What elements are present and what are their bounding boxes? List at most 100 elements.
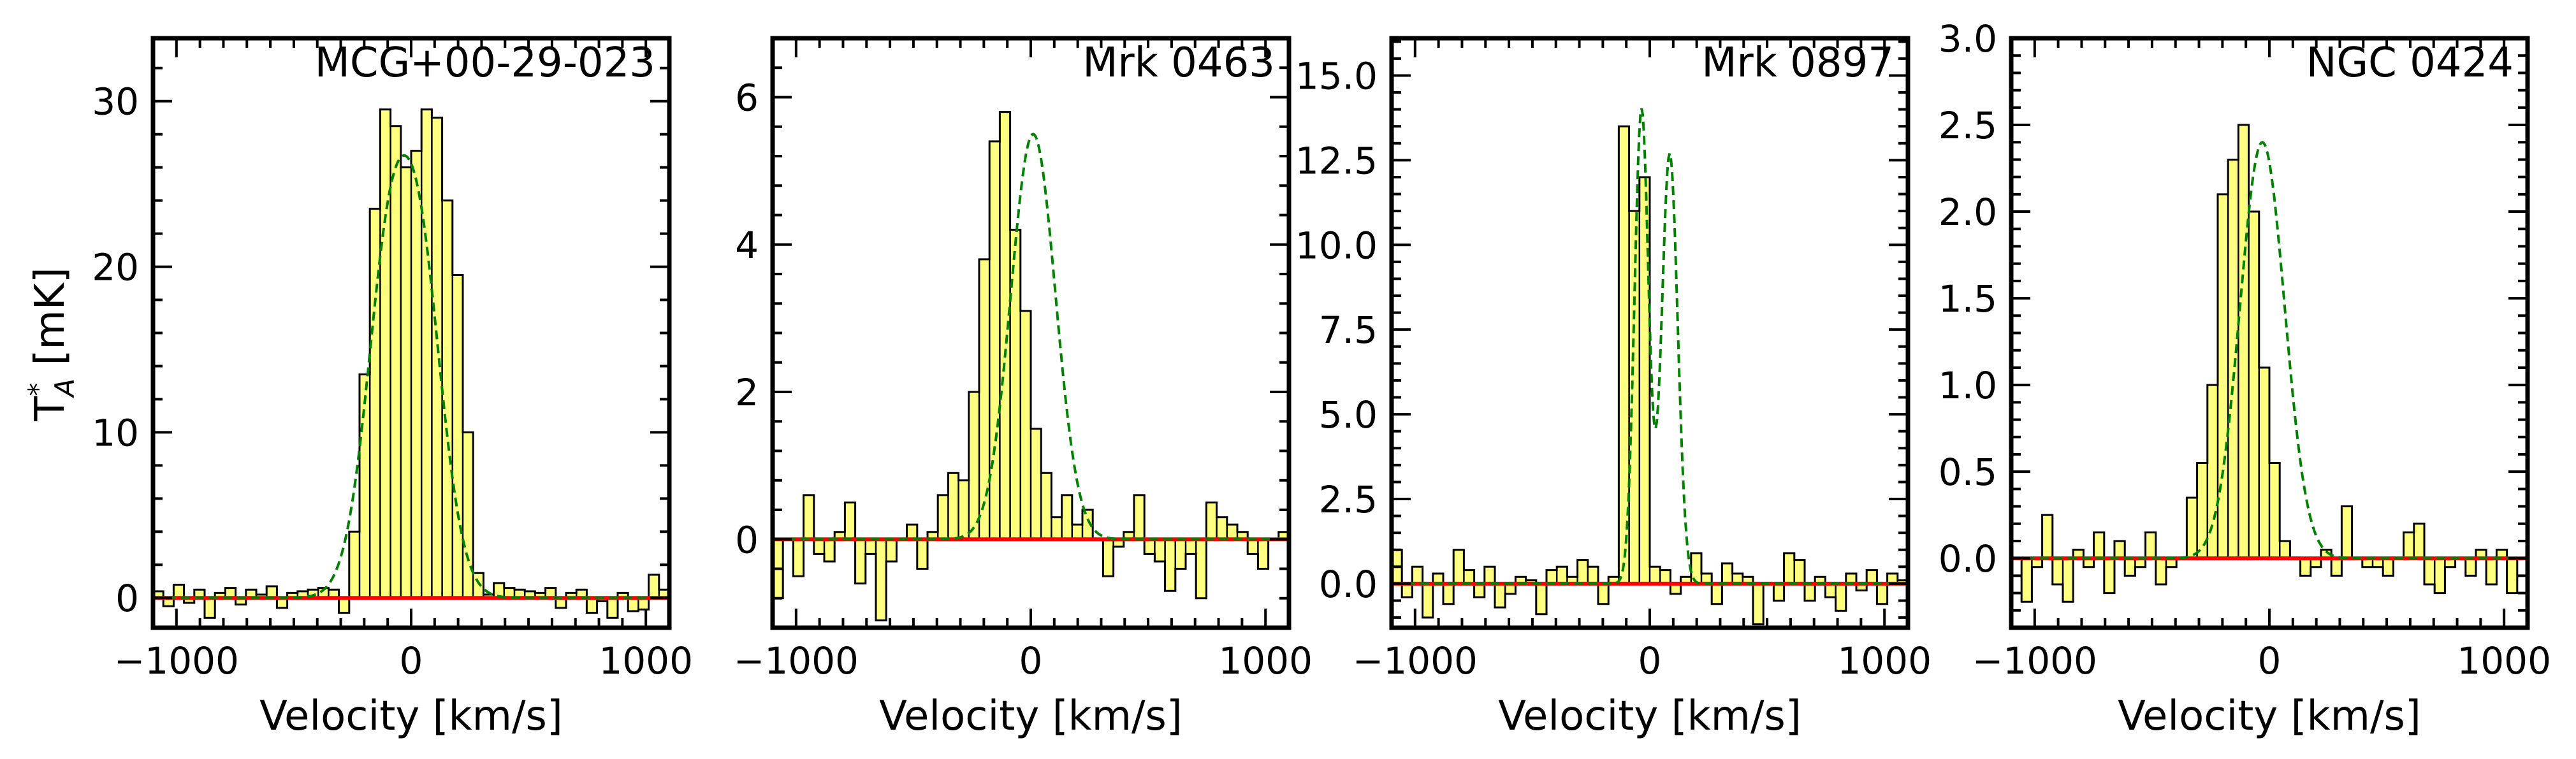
histogram-bar <box>1701 573 1712 584</box>
histogram-bar <box>2114 540 2125 559</box>
fit-curve <box>153 154 669 600</box>
histogram-bar <box>2507 558 2517 593</box>
histogram-bar <box>1196 539 1207 598</box>
histogram-step-outline <box>773 111 1289 621</box>
histogram-bar <box>504 588 514 598</box>
plot-area <box>1392 108 1908 626</box>
histogram-bar <box>2269 463 2280 559</box>
y-tick-label: 3.0 <box>1939 17 1997 61</box>
histogram-bar <box>979 259 990 540</box>
histogram-bar <box>1113 539 1124 547</box>
y-tick-label: 30 <box>92 80 139 124</box>
histogram-bar <box>1258 539 1269 569</box>
histogram-bar <box>1587 567 1598 584</box>
histogram-bar <box>2032 558 2042 567</box>
histogram-bar <box>1226 524 1237 540</box>
histogram-bar <box>370 208 381 598</box>
histogram-bar <box>1041 473 1052 540</box>
x-axis-title: Velocity [km/s] <box>259 693 563 740</box>
x-axis-title: Velocity [km/s] <box>879 693 1182 740</box>
panel-title: Mrk 0463 <box>1082 40 1275 87</box>
histogram-bar <box>1557 567 1568 584</box>
y-tick-label: 0.5 <box>1939 451 1997 494</box>
histogram-bar <box>1742 577 1753 584</box>
histogram-bar <box>1712 583 1722 604</box>
histogram-bar <box>2465 558 2476 576</box>
x-axis-title: Velocity [km/s] <box>2118 693 2421 740</box>
histogram-bar <box>2218 194 2229 559</box>
y-tick-label: 4 <box>735 224 759 267</box>
histogram-bar <box>1845 573 1856 584</box>
histogram-bar <box>803 495 814 540</box>
histogram-bar <box>360 374 370 598</box>
histogram-bar <box>1474 583 1485 598</box>
histogram-bar <box>917 539 928 569</box>
plot-area <box>773 111 1289 621</box>
histogram-bar <box>2486 558 2497 584</box>
histogram-bar <box>1495 583 1506 608</box>
fit-curve <box>1392 108 1908 585</box>
histogram-bar <box>225 588 236 598</box>
histogram-bar <box>566 593 577 598</box>
histogram-bar <box>2228 159 2239 559</box>
histogram-bar <box>2280 540 2290 559</box>
y-tick-label: 10 <box>92 411 139 454</box>
histogram-bar <box>1072 524 1082 540</box>
histogram-bar <box>400 167 411 598</box>
histogram-bar <box>938 495 949 540</box>
histogram-bar <box>1567 577 1578 584</box>
histogram-bar <box>1134 495 1145 540</box>
histogram-bar <box>855 539 866 584</box>
histogram-bar <box>2166 558 2177 567</box>
y-tick-label: 2 <box>735 371 759 414</box>
histogram-bar <box>1856 583 1867 591</box>
histogram-bar <box>2125 558 2136 576</box>
x-tick-label: −1000 <box>1972 639 2097 683</box>
histogram-bar <box>1722 563 1733 584</box>
histogram-bar <box>2259 367 2269 559</box>
histogram-bar <box>525 591 535 598</box>
histogram-bar <box>1206 502 1217 540</box>
histogram-bar <box>215 593 226 598</box>
y-tick-label: 0.0 <box>1319 563 1378 606</box>
histogram-bar <box>813 539 824 554</box>
histogram-bar <box>452 275 463 598</box>
histogram-bar <box>845 502 855 540</box>
histogram-bar <box>2476 549 2487 559</box>
histogram-bar <box>463 432 474 598</box>
histogram-bar <box>1484 567 1495 584</box>
histogram-bar <box>1815 577 1826 584</box>
histogram-bar <box>1660 570 1671 584</box>
histogram-bar <box>2248 212 2259 559</box>
histogram-bar <box>545 588 556 598</box>
histogram-bar <box>793 539 804 577</box>
histogram-bar <box>1877 583 1888 604</box>
y-tick-label: 5.0 <box>1319 393 1378 437</box>
y-tick-label: 10.0 <box>1295 224 1378 267</box>
histogram-bar <box>1794 560 1805 584</box>
histogram-bar <box>1464 570 1474 584</box>
x-tick-label: −1000 <box>734 639 859 683</box>
histogram-bar <box>2373 558 2383 567</box>
histogram-bar <box>1154 539 1165 561</box>
histogram-bar <box>2021 558 2032 602</box>
histogram-bar <box>205 598 215 618</box>
histogram-bar <box>1443 583 1454 604</box>
panel-title: MCG+00-29-023 <box>315 40 655 87</box>
y-tick-label: 2.5 <box>1939 104 1997 147</box>
y-tick-label: 15.0 <box>1295 54 1378 98</box>
shared-y-axis-title: T*A [mK] <box>22 267 80 421</box>
histogram-bar <box>1237 531 1248 540</box>
histogram-bar <box>245 589 256 598</box>
histogram-bar <box>2341 506 2352 559</box>
y-tick-label: 12.5 <box>1295 139 1378 182</box>
histogram-bar <box>1278 531 1289 540</box>
spectrum-panel-3: −1000 0 1000 0.0 2.5 5.0 7.5 10.0 12.5 15.0 Veloci… <box>1295 36 1932 740</box>
histogram-bar <box>2063 558 2074 602</box>
histogram-bar <box>1010 229 1021 540</box>
histogram-bar <box>1031 428 1042 540</box>
histogram-bar <box>968 392 979 540</box>
x-tick-label: −1000 <box>114 639 239 683</box>
histogram-bar <box>2052 558 2063 584</box>
